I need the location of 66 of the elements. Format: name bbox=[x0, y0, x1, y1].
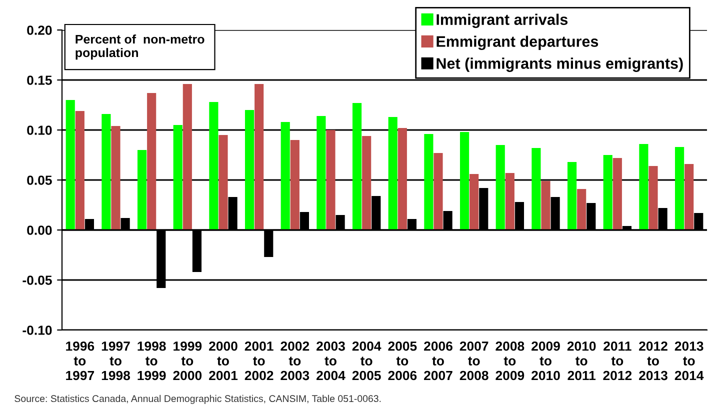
x-tick-label: 2008 to 2009 bbox=[496, 341, 524, 380]
bar bbox=[505, 173, 514, 230]
y-tick-label: -0.10 bbox=[22, 326, 52, 335]
x-tick-label: 2010 to 2011 bbox=[567, 341, 596, 380]
bar bbox=[460, 132, 470, 230]
bar bbox=[612, 158, 622, 230]
x-tick-label: 2009 to 2010 bbox=[532, 341, 560, 380]
y-tick-label: 0.00 bbox=[27, 226, 52, 235]
y-axis-title: Percent of non-metro population bbox=[76, 34, 204, 60]
y-tick-label: 0.15 bbox=[27, 76, 52, 85]
x-tick-label: 1997 to 1998 bbox=[102, 341, 130, 380]
legend-label: Emmigrant departures bbox=[436, 36, 598, 50]
bar bbox=[603, 155, 612, 230]
bar bbox=[326, 130, 336, 230]
y-tick-label: 0.20 bbox=[27, 26, 52, 35]
bar bbox=[684, 164, 694, 230]
bar bbox=[316, 116, 326, 230]
x-tick-label: 2004 to 2005 bbox=[352, 341, 382, 380]
x-tick-label: 2001 to 2002 bbox=[244, 341, 274, 380]
bar bbox=[470, 174, 479, 230]
x-tick-label: 2006 to 2007 bbox=[424, 341, 452, 380]
bar bbox=[496, 145, 505, 230]
bar bbox=[290, 140, 300, 230]
bar bbox=[532, 148, 541, 230]
x-tick-label: 2011 to 2012 bbox=[603, 341, 632, 380]
y-tick-label: 0.10 bbox=[27, 126, 52, 135]
bar bbox=[147, 93, 156, 230]
bar bbox=[567, 162, 577, 230]
bar bbox=[434, 153, 443, 230]
bar bbox=[218, 135, 228, 230]
bar bbox=[352, 103, 362, 230]
bar bbox=[244, 110, 254, 230]
bar bbox=[66, 100, 75, 230]
x-tick-label: 2012 to 2013 bbox=[639, 341, 668, 380]
bar bbox=[102, 114, 111, 230]
x-tick-label: 1998 to 1999 bbox=[138, 341, 166, 380]
bar bbox=[648, 166, 658, 230]
bar bbox=[674, 147, 684, 230]
legend-label: Immigrant arrivals bbox=[436, 14, 568, 28]
bar bbox=[254, 84, 264, 230]
x-tick-label: 2003 to 2004 bbox=[316, 341, 346, 380]
bar bbox=[541, 181, 550, 230]
bar bbox=[209, 102, 218, 230]
y-tick-label: 0.05 bbox=[27, 176, 52, 185]
y-tick-label: -0.05 bbox=[22, 276, 52, 285]
bar bbox=[424, 134, 434, 230]
legend-label: Net (immigrants minus emigrants) bbox=[436, 58, 683, 72]
x-tick-label: 1996 to 1997 bbox=[66, 341, 94, 380]
bar bbox=[398, 128, 407, 230]
x-tick-label: 2007 to 2008 bbox=[460, 341, 488, 380]
bar bbox=[75, 111, 84, 230]
bar bbox=[280, 122, 290, 230]
bar bbox=[362, 136, 372, 230]
x-tick-label: 2005 to 2006 bbox=[388, 341, 417, 380]
bar bbox=[388, 117, 398, 230]
bar bbox=[111, 126, 120, 230]
bar bbox=[173, 125, 182, 230]
source-note: Source: Statistics Canada, Annual Demographic Statistics, CANSIM, Table 051-0063. bbox=[14, 394, 381, 404]
bar bbox=[577, 189, 586, 230]
x-tick-label: 2002 to 2003 bbox=[280, 341, 310, 380]
x-tick-label: 1999 to 2000 bbox=[173, 341, 202, 380]
bar bbox=[137, 150, 147, 230]
x-tick-label: 2013 to 2014 bbox=[674, 341, 704, 380]
bar bbox=[639, 144, 648, 230]
x-tick-label: 2000 to 2001 bbox=[209, 341, 238, 380]
bar bbox=[182, 84, 192, 230]
